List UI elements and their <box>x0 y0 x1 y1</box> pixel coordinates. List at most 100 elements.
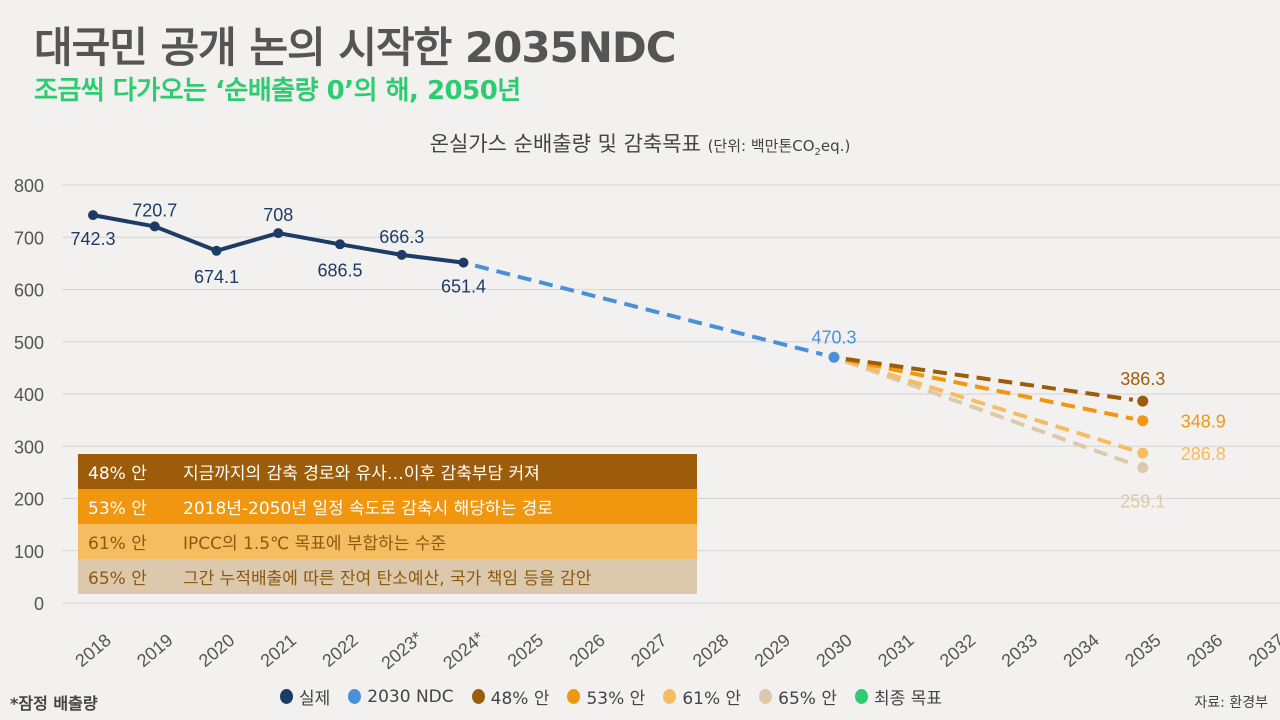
legend-dot-icon <box>663 689 677 704</box>
x-tick-label: 2018 <box>71 630 115 671</box>
y-tick-label: 400 <box>14 385 44 405</box>
legend-item: 48% 안 <box>471 684 550 709</box>
data-point-actual <box>335 239 345 250</box>
data-label-actual: 742.3 <box>70 229 115 249</box>
x-tick-label: 2024* <box>439 628 488 674</box>
x-tick-label: 2035 <box>1121 630 1165 671</box>
data-label-p61: 286.8 <box>1181 444 1226 464</box>
legend-dot-icon <box>348 689 362 704</box>
x-tick-label: 2028 <box>689 630 733 671</box>
data-label-actual: 708 <box>263 205 293 225</box>
legend-dot-icon <box>471 689 485 704</box>
x-tick-label: 2030 <box>812 630 856 671</box>
x-tick-label: 2032 <box>936 630 980 671</box>
scenario-desc: 2018년-2050년 일정 속도로 감축시 해당하는 경로 <box>183 499 553 519</box>
scenario-desc: IPCC의 1.5℃ 목표에 부합하는 수준 <box>183 534 447 554</box>
data-point-actual <box>88 210 98 221</box>
data-point-p53 <box>1137 415 1149 427</box>
scenario-desc: 지금까지의 감축 경로와 유사…이후 감축부담 커져 <box>183 464 540 484</box>
series-line-p48 <box>845 356 1134 402</box>
legend-label: 61% 안 <box>682 689 742 709</box>
chart-unit-sub: 2 <box>814 147 821 158</box>
legend-label: 2030 NDC <box>367 686 454 707</box>
scenario-desc: 그간 누적배출에 따른 잔여 탄소예산, 국가 책임 등을 감안 <box>183 569 592 589</box>
data-point-actual <box>211 245 222 256</box>
legend-label: 실제 <box>299 689 331 709</box>
scenario-table: 48% 안 지금까지의 감축 경로와 유사…이후 감축부담 커져 53% 안 2018… <box>78 454 697 594</box>
page-title: 대국민 공개 논의 시작한 2035NDC <box>34 23 677 72</box>
chart-unit-suffix: eq.) <box>820 137 851 155</box>
scenario-pct: 61% 안 <box>88 534 147 554</box>
data-point-p48 <box>1137 395 1149 407</box>
data-point-actual <box>149 221 160 232</box>
data-label-p48: 386.3 <box>1120 369 1165 389</box>
x-tick-label: 2020 <box>195 630 239 671</box>
legend-label: 53% 안 <box>586 689 646 709</box>
x-tick-label: 2022 <box>318 630 362 671</box>
x-tick-label: 2033 <box>998 630 1042 671</box>
chart-title: 온실가스 순배출량 및 감축목표 (단위: 백만톤CO2eq.) <box>0 128 1280 158</box>
legend-dot-icon <box>280 689 293 704</box>
scenario-pct: 48% 안 <box>88 464 147 484</box>
data-point-actual <box>458 257 469 268</box>
chart-unit-prefix: (단위: 백만톤CO <box>707 137 815 155</box>
x-tick-label: 2036 <box>1183 630 1227 671</box>
chart-title-main: 온실가스 순배출량 및 감축목표 <box>429 132 701 156</box>
y-tick-label: 700 <box>14 228 44 248</box>
legend-item: 최종 목표 <box>855 684 942 709</box>
x-tick-label: 2037 <box>1245 630 1280 671</box>
legend-item: 65% 안 <box>759 684 837 709</box>
x-tick-label: 2034 <box>1059 630 1103 671</box>
scenario-pct: 53% 안 <box>88 499 147 519</box>
legend-item: 53% 안 <box>567 684 645 709</box>
chart-unit: (단위: 백만톤CO2eq.) <box>707 137 851 158</box>
x-tick-label: 2025 <box>504 630 548 671</box>
data-point-p65 <box>1137 462 1149 474</box>
y-tick-label: 500 <box>14 333 44 353</box>
legend-item: 61% 안 <box>663 684 741 709</box>
legend-dot-icon <box>855 689 869 704</box>
data-label-actual: 720.7 <box>132 200 177 220</box>
scenario-row: 53% 안 2018년-2050년 일정 속도로 감축시 해당하는 경로 <box>78 489 697 524</box>
y-tick-label: 100 <box>14 542 44 562</box>
x-tick-label: 2023* <box>377 628 426 674</box>
series-line-p65 <box>844 359 1135 467</box>
scenario-row: 48% 안 지금까지의 감축 경로와 유사…이후 감축부담 커져 <box>78 454 697 489</box>
data-label-ndc2030: 470.3 <box>811 327 856 347</box>
legend-item: 2030 NDC <box>348 686 454 707</box>
legend-label: 65% 안 <box>778 689 838 709</box>
data-point-ndc2030 <box>828 351 840 363</box>
data-label-actual: 651.4 <box>441 277 486 297</box>
legend-dot-icon <box>759 689 773 704</box>
data-label-p65: 259.1 <box>1120 492 1165 512</box>
legend-item: 실제 <box>280 684 330 709</box>
y-tick-label: 0 <box>34 594 44 614</box>
scenario-row: 61% 안 IPCC의 1.5℃ 목표에 부합하는 수준 <box>78 524 697 559</box>
data-label-actual: 674.1 <box>194 267 239 287</box>
y-tick-label: 600 <box>14 281 44 301</box>
data-point-actual <box>396 249 407 260</box>
x-tick-label: 2027 <box>627 630 671 671</box>
y-tick-label: 800 <box>14 176 44 196</box>
footnote: *잠정 배출량 <box>10 694 98 713</box>
y-tick-label: 300 <box>14 437 44 457</box>
x-tick-label: 2026 <box>565 630 609 671</box>
data-point-p61 <box>1137 447 1149 459</box>
x-tick-label: 2019 <box>133 630 177 671</box>
data-point-actual <box>273 228 284 239</box>
series-line-p61 <box>844 358 1134 453</box>
legend-label: 48% 안 <box>490 689 550 709</box>
legend-label: 최종 목표 <box>874 689 942 709</box>
series-line-p53 <box>845 357 1134 421</box>
data-label-p53: 348.9 <box>1181 412 1226 432</box>
legend-dot-icon <box>567 689 581 704</box>
data-label-actual: 686.5 <box>317 260 362 280</box>
series-line-ndc2030 <box>474 263 823 357</box>
x-tick-label: 2029 <box>751 630 795 671</box>
scenario-row: 65% 안 그간 누적배출에 따른 잔여 탄소예산, 국가 책임 등을 감안 <box>78 559 697 594</box>
data-label-actual: 666.3 <box>379 227 424 247</box>
scenario-pct: 65% 안 <box>88 569 147 589</box>
x-tick-label: 2031 <box>874 630 918 671</box>
page-subtitle: 조금씩 다가오는 ‘순배출량 0’의 해, 2050년 <box>34 76 521 106</box>
